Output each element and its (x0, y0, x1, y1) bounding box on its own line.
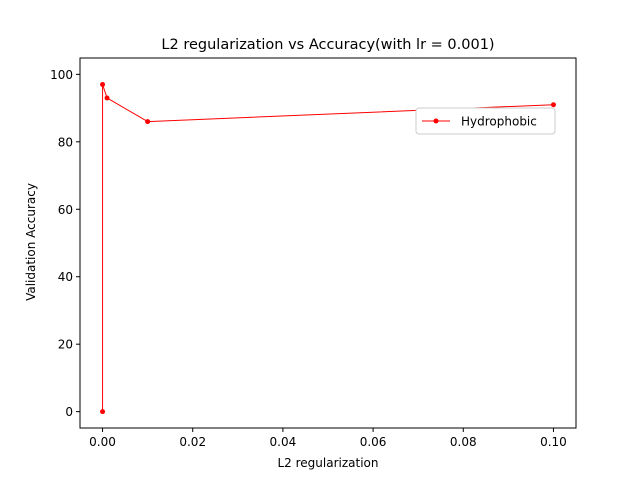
x-tick-label: 0.00 (89, 435, 116, 449)
data-point (145, 119, 151, 125)
x-tick-label: 0.06 (360, 435, 387, 449)
plot-area-frame (79, 57, 577, 429)
legend-marker-sample (433, 118, 439, 124)
series-layer (100, 81, 556, 415)
data-point (100, 409, 106, 415)
legend: Hydrophobic (415, 107, 556, 135)
legend-label-hydrophobic: Hydrophobic (461, 115, 537, 129)
y-axis-ticks: 0 20 40 60 80 100 (50, 68, 80, 419)
chart-title: L2 regularization vs Accuracy(with lr = … (161, 37, 494, 53)
y-tick-label: 60 (58, 203, 73, 217)
x-tick-label: 0.10 (540, 435, 567, 449)
y-tick-label: 80 (58, 135, 73, 149)
y-tick-label: 40 (58, 270, 73, 284)
x-axis-ticks: 0.00 0.02 0.04 0.06 0.08 0.10 (89, 428, 567, 449)
legend-box (415, 107, 556, 135)
data-point (100, 81, 106, 87)
x-tick-label: 0.04 (270, 435, 297, 449)
y-tick-label: 100 (50, 68, 73, 82)
x-tick-label: 0.08 (450, 435, 477, 449)
data-point (550, 102, 556, 108)
data-point (104, 95, 110, 101)
y-tick-label: 20 (58, 338, 73, 352)
x-tick-label: 0.02 (179, 435, 206, 449)
y-tick-label: 0 (65, 405, 73, 419)
y-axis-label: Validation Accuracy (24, 183, 38, 301)
x-axis-label: L2 regularization (277, 456, 378, 470)
